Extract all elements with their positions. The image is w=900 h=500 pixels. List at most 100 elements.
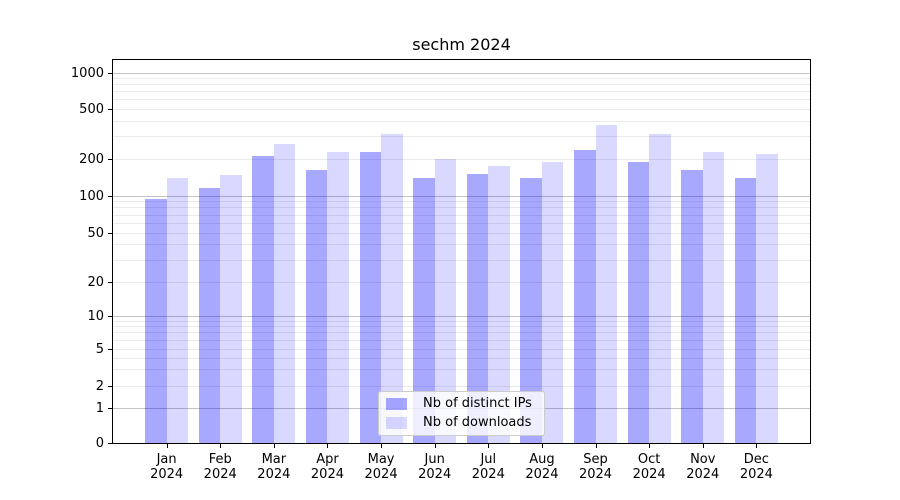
- x-tick-month: Aug: [529, 452, 555, 467]
- gridline-minor: [113, 108, 810, 110]
- bar-nb-of-distinct-ips-oct: [627, 162, 650, 443]
- plot-area: [112, 59, 811, 444]
- y-tick-label: 50: [87, 226, 104, 241]
- x-tick-mark: [273, 444, 275, 448]
- legend-label-downloads: Nb of downloads: [423, 414, 532, 430]
- gridline-minor: [113, 136, 810, 138]
- x-tick-month: May: [367, 452, 395, 467]
- bar-nb-of-distinct-ips-dec: [734, 178, 757, 443]
- x-tick-month: Jan: [156, 452, 177, 467]
- x-tick-label-jan: Jan 2024: [139, 452, 195, 482]
- x-tick-mark: [756, 444, 758, 448]
- bar-nb-of-downloads-jul: [488, 165, 510, 443]
- y-tick-mark: [108, 109, 112, 110]
- gridline-major: [113, 72, 810, 74]
- gridline-minor: [113, 77, 810, 79]
- y-tick-label: 2: [95, 379, 104, 394]
- y-tick-mark: [108, 196, 112, 197]
- gridline-major: [113, 315, 810, 317]
- chart-title: sechm 2024: [412, 35, 511, 54]
- gridline-minor: [113, 369, 810, 371]
- gridline-minor: [113, 232, 810, 234]
- bar-nb-of-distinct-ips-feb: [198, 188, 221, 443]
- y-tick-label: 0: [95, 436, 104, 451]
- legend-swatch-distinct-ips: [386, 398, 407, 411]
- gridline-minor: [113, 281, 810, 283]
- gridline-minor: [113, 357, 810, 359]
- bar-nb-of-distinct-ips-may: [359, 151, 382, 443]
- gridline-minor: [113, 385, 810, 387]
- x-tick-month: Jul: [480, 452, 497, 467]
- x-tick-mark: [434, 444, 436, 448]
- gridline-minor: [113, 91, 810, 93]
- bar-nb-of-distinct-ips-mar: [252, 156, 274, 443]
- bar-nb-of-downloads-jun: [434, 159, 457, 443]
- x-tick-year: 2024: [686, 467, 720, 482]
- bar-nb-of-distinct-ips-jun: [413, 177, 435, 443]
- x-tick-mark: [327, 444, 329, 448]
- x-tick-label-nov: Nov 2024: [675, 452, 731, 482]
- gridline-minor: [113, 339, 810, 341]
- y-tick-mark: [108, 73, 112, 74]
- x-tick-month: Oct: [637, 452, 661, 467]
- x-tick-label-feb: Feb 2024: [192, 452, 248, 482]
- x-tick-month: Nov: [690, 452, 716, 467]
- x-tick-year: 2024: [418, 467, 452, 482]
- y-tick-label: 200: [79, 152, 104, 167]
- x-tick-mark: [541, 444, 543, 448]
- x-tick-mark: [488, 444, 490, 448]
- x-tick-mark: [595, 444, 597, 448]
- bar-nb-of-distinct-ips-jul: [466, 174, 489, 443]
- x-tick-year: 2024: [203, 467, 237, 482]
- y-tick-label: 1000: [70, 66, 104, 81]
- bar-nb-of-distinct-ips-apr: [306, 169, 328, 443]
- x-tick-label-sep: Sep 2024: [568, 452, 624, 482]
- bar-nb-of-downloads-aug: [541, 162, 564, 443]
- gridline-minor: [113, 348, 810, 350]
- gridline-minor: [113, 158, 810, 160]
- gridline-minor: [113, 244, 810, 246]
- x-tick-month: Mar: [261, 452, 287, 467]
- x-tick-label-dec: Dec 2024: [728, 452, 784, 482]
- x-tick-mark: [702, 444, 704, 448]
- gridline-minor: [113, 201, 810, 203]
- gridline-minor: [113, 332, 810, 334]
- x-tick-year: 2024: [471, 467, 505, 482]
- x-tick-month: Sep: [583, 452, 608, 467]
- x-tick-mark: [220, 444, 222, 448]
- bar-nb-of-distinct-ips-jan: [145, 198, 167, 443]
- x-tick-mark: [166, 444, 168, 448]
- legend-label-distinct-ips: Nb of distinct IPs: [423, 396, 532, 412]
- bar-nb-of-downloads-may: [381, 133, 403, 443]
- x-tick-year: 2024: [739, 467, 773, 482]
- x-tick-mark: [381, 444, 383, 448]
- x-tick-month: Apr: [316, 452, 339, 467]
- y-tick-mark: [108, 233, 112, 234]
- x-tick-label-mar: Mar 2024: [246, 452, 302, 482]
- y-tick-mark: [108, 159, 112, 160]
- bar-nb-of-downloads-sep: [595, 125, 617, 443]
- gridline-minor: [113, 320, 810, 322]
- legend: Nb of distinct IPs Nb of downloads: [378, 391, 545, 436]
- x-tick-year: 2024: [310, 467, 344, 482]
- legend-item-downloads: Nb of downloads: [379, 415, 544, 431]
- x-tick-mark: [649, 444, 651, 448]
- bar-nb-of-downloads-apr: [327, 152, 349, 443]
- x-tick-year: 2024: [364, 467, 398, 482]
- x-tick-year: 2024: [578, 467, 613, 482]
- legend-item-distinct-ips: Nb of distinct IPs: [379, 396, 544, 412]
- x-tick-label-apr: Apr 2024: [299, 452, 355, 482]
- y-tick-mark: [108, 408, 112, 409]
- y-tick-mark: [108, 316, 112, 317]
- x-tick-label-aug: Aug 2024: [514, 452, 570, 482]
- y-tick-mark: [108, 386, 112, 387]
- bar-nb-of-downloads-dec: [756, 154, 778, 443]
- gridline-minor: [113, 259, 810, 261]
- bar-nb-of-downloads-feb: [220, 175, 242, 443]
- y-tick-label: 10: [87, 309, 104, 324]
- x-tick-year: 2024: [525, 467, 559, 482]
- bar-nb-of-distinct-ips-nov: [681, 169, 703, 443]
- x-tick-month: Feb: [208, 452, 232, 467]
- y-tick-mark: [108, 349, 112, 350]
